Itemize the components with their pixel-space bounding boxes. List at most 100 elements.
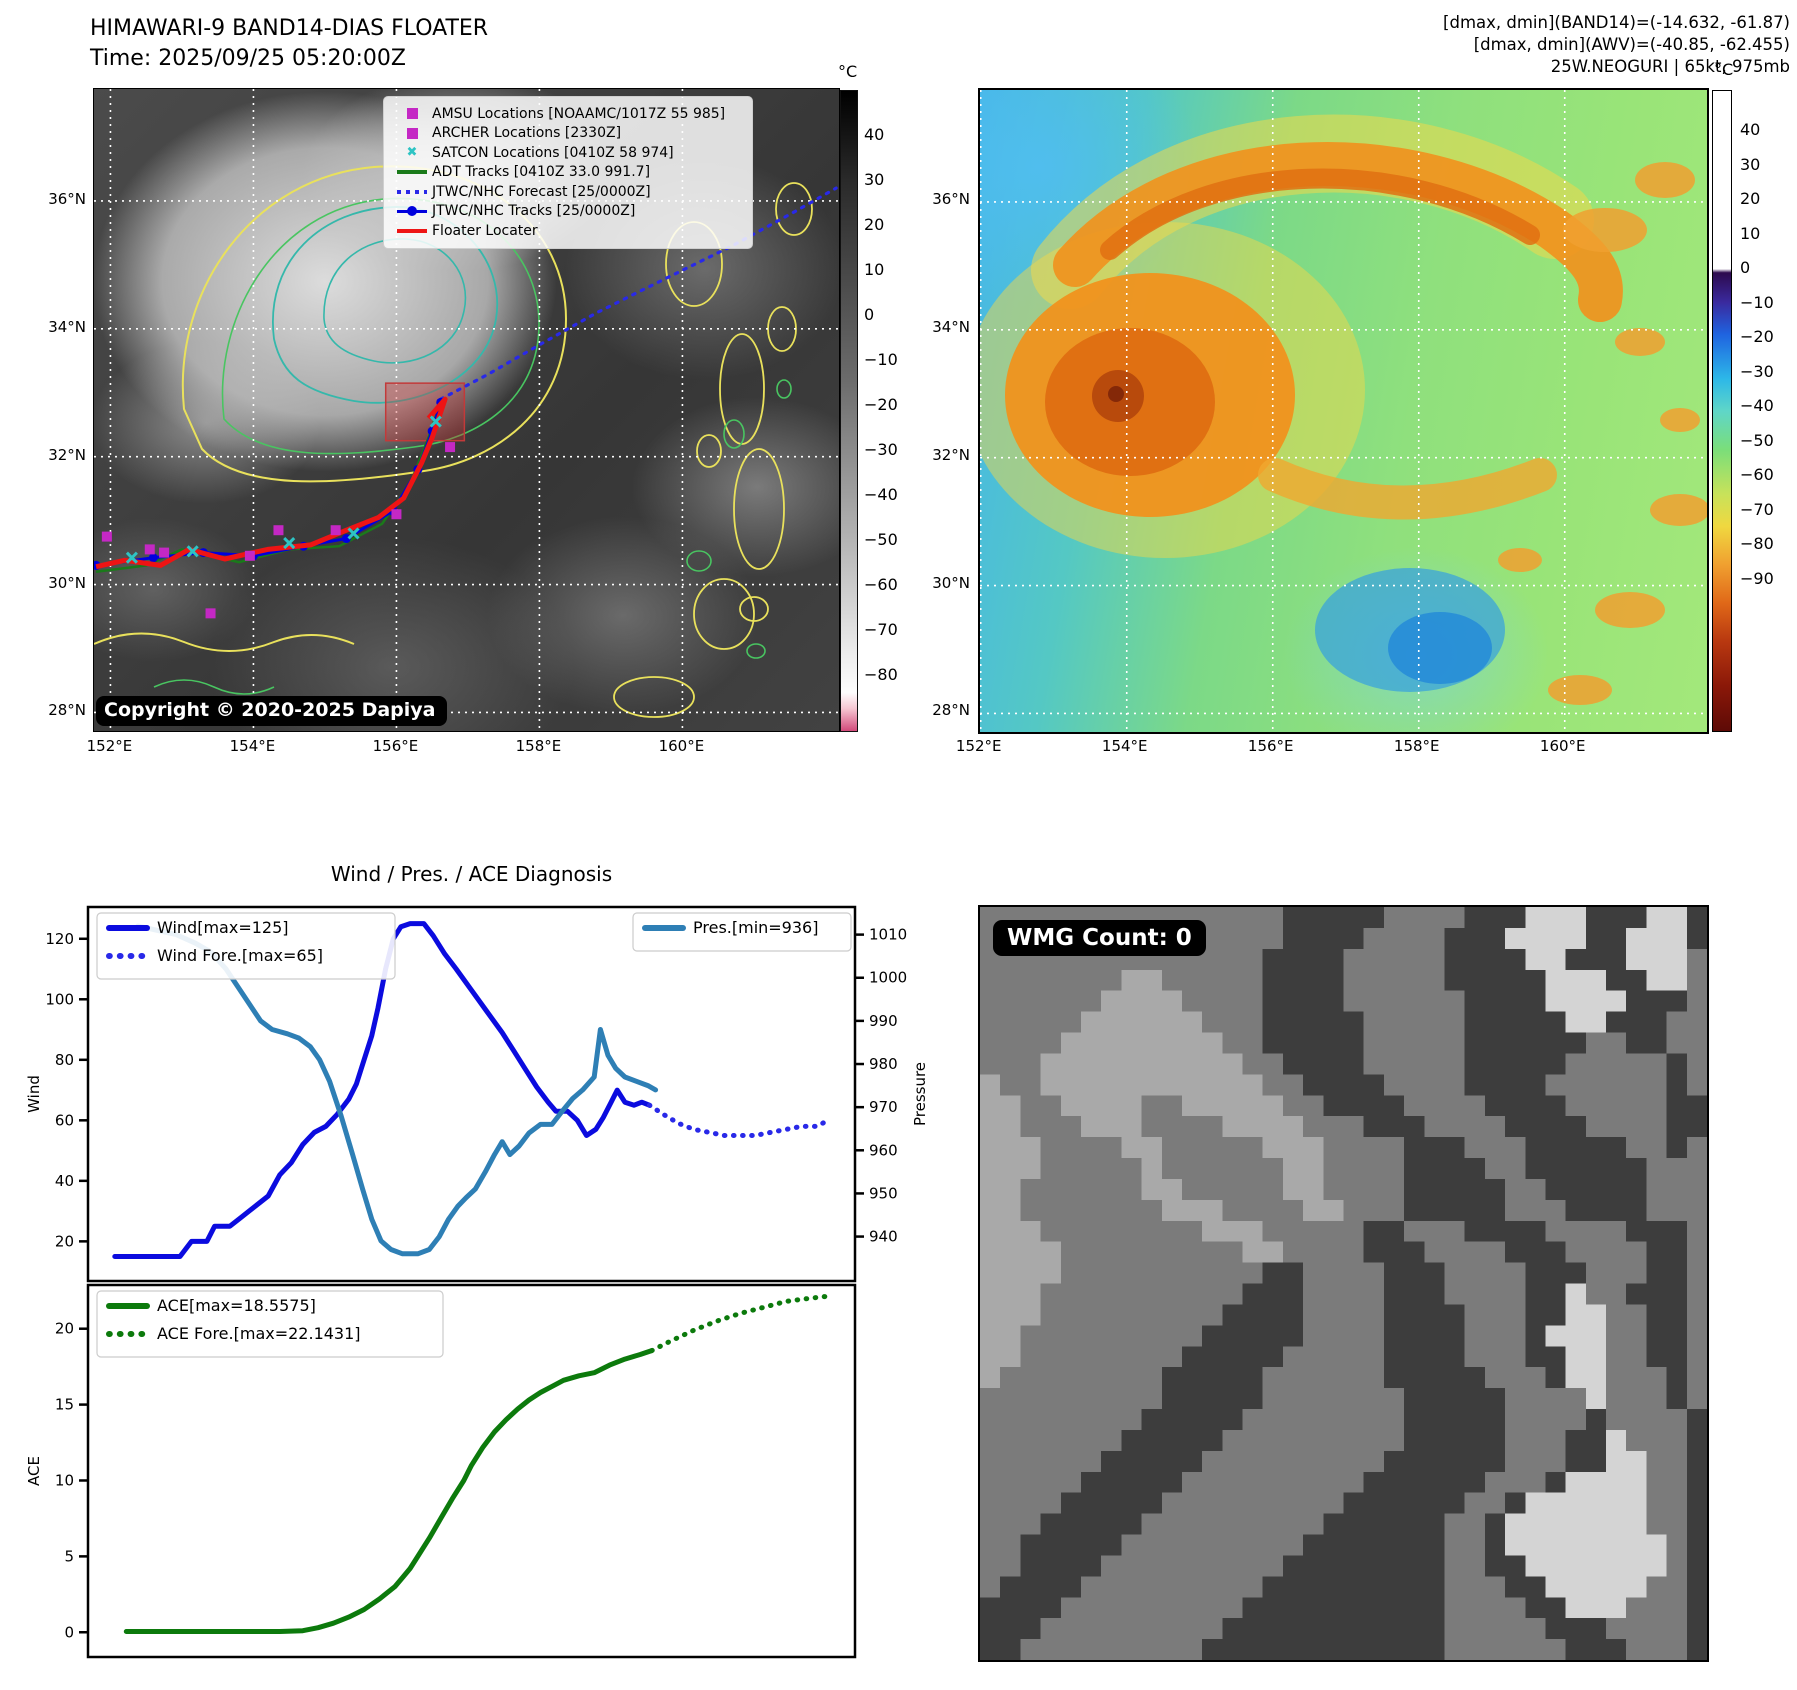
- legend-item-amsu: AMSU Locations [NOAAMC/1017Z 55 985]: [392, 104, 744, 124]
- band14-map: AMSU Locations [NOAAMC/1017Z 55 985] ARC…: [93, 88, 840, 732]
- jtwc-forecast-track: [439, 186, 838, 401]
- colorbar-tick: 0: [1740, 258, 1751, 277]
- lon-label: 156°E: [1247, 737, 1294, 755]
- colorbar-tick: −80: [864, 665, 898, 684]
- band14-colorbar-unit: °C: [838, 62, 858, 81]
- awv-dmax-band14: [dmax, dmin](BAND14)=(-14.632, -61.87): [1443, 13, 1790, 32]
- floater-box: [384, 382, 466, 442]
- wmg-count-badge: WMG Count: 0: [993, 920, 1206, 956]
- wmg-panel: WMG Count: 0: [978, 905, 1709, 1662]
- ylabel: Wind: [25, 1075, 43, 1113]
- y2tick-label: 980: [869, 1055, 898, 1073]
- lat-label: 34°N: [932, 317, 970, 336]
- y2tick-label: 940: [869, 1228, 898, 1246]
- y2tick-label: 950: [869, 1184, 898, 1202]
- amsu-marker: [273, 525, 284, 536]
- colorbar-tick: −60: [1740, 465, 1774, 484]
- lon-label: 152°E: [86, 737, 133, 755]
- amsu-marker: [391, 509, 402, 520]
- ytick-label: 0: [64, 1623, 74, 1641]
- jtwc-track-point: [148, 553, 158, 563]
- plot-border: [86, 905, 857, 1283]
- amsu-marker: [445, 442, 456, 453]
- awv-orange-patch: [1635, 162, 1695, 198]
- plot-border: [86, 1283, 857, 1659]
- awv-blue-core: [1388, 612, 1492, 684]
- awv-orange-patch: [1563, 208, 1647, 252]
- colorbar-tick: 30: [864, 170, 885, 189]
- y2tick-label: 1000: [869, 969, 907, 987]
- contour: [733, 448, 785, 570]
- lat-label: 36°N: [48, 189, 86, 208]
- legend-item-archer: ARCHER Locations [2330Z]: [392, 124, 744, 144]
- awv-orange-arc-core: [1100, 168, 1540, 260]
- ace-chart: 0 5 10 15 20 ACE ACE[max=18.5575] ACE Fore.[max…: [25, 1283, 857, 1659]
- chart-legend-box: [632, 912, 852, 952]
- contour: [723, 419, 745, 449]
- awv-orange-tail: [1258, 458, 1557, 520]
- band14-title-block: HIMAWARI-9 BAND14-DIAS FLOATER Time: 202…: [90, 14, 488, 74]
- floater-line-icon: [392, 228, 432, 233]
- band14-title: HIMAWARI-9 BAND14-DIAS FLOATER: [90, 16, 489, 41]
- satcon-marker: [283, 536, 296, 550]
- colorbar-tick: 30: [1740, 154, 1761, 174]
- band14-timestamp: Time: 2025/09/25 05:20:00Z: [90, 46, 406, 71]
- amsu-square-icon: [392, 108, 432, 120]
- awv-storm-eye: [1108, 386, 1124, 402]
- colorbar-tick: 40: [864, 125, 885, 144]
- chart-legend-box: [96, 912, 396, 980]
- y2tick-label: 990: [869, 1012, 898, 1030]
- contour: [153, 679, 275, 695]
- colorbar-tick: −50: [1740, 430, 1774, 450]
- series-Wind Fore.[max=65]: [646, 1102, 831, 1138]
- colorbar-tick: −40: [864, 485, 898, 504]
- awv-colorbar-unit: °C: [1714, 60, 1734, 79]
- contour: [94, 632, 355, 652]
- contour: [719, 333, 765, 445]
- y2tick-label: 970: [869, 1098, 898, 1116]
- series-Wind[max=125]: [112, 921, 652, 1259]
- colorbar-tick: −70: [864, 620, 898, 639]
- amsu-marker: [330, 525, 341, 536]
- colorbar-tick: −20: [864, 395, 898, 414]
- colorbar-tick: −60: [864, 575, 898, 594]
- colorbar-tick: −20: [1740, 327, 1774, 346]
- contour: [686, 550, 712, 572]
- lon-label: 154°E: [229, 737, 276, 755]
- contour: [775, 182, 813, 236]
- awv-orange-patch: [1548, 675, 1612, 705]
- colorbar-tick: −90: [1740, 568, 1774, 588]
- awv-map: [978, 88, 1709, 734]
- awv-orange-patch: [1595, 592, 1665, 628]
- colorbar-tick: −80: [1740, 534, 1774, 553]
- legend-label: Wind Fore.[max=65]: [157, 946, 323, 965]
- ylabel: ACE: [25, 1456, 43, 1486]
- chart-legend-box: [96, 1290, 444, 1358]
- contour: [221, 197, 540, 455]
- contour: [776, 379, 792, 399]
- awv-orange-patch: [1650, 494, 1707, 526]
- ytick-label: 100: [45, 990, 74, 1008]
- amsu-marker: [205, 608, 216, 619]
- ytick-label: 5: [64, 1547, 74, 1565]
- satcon-marker: [186, 545, 199, 558]
- lat-label: 34°N: [48, 317, 86, 336]
- ytick-label: 20: [55, 1320, 74, 1338]
- amsu-marker: [101, 531, 112, 542]
- awv-map-overlay: [980, 90, 1707, 732]
- lon-label: 158°E: [515, 737, 562, 755]
- legend-label: ACE Fore.[max=22.1431]: [157, 1324, 361, 1343]
- colorbar-tick: −30: [864, 440, 898, 459]
- amsu-marker: [159, 547, 170, 558]
- satcon-marker: [347, 527, 360, 540]
- lon-label: 154°E: [1101, 737, 1148, 755]
- series-ACE Fore.[max=22.1431]: [649, 1293, 831, 1354]
- y2tick-label: 1010: [869, 926, 907, 944]
- legend-item-forecast: JTWC/NHC Forecast [25/0000Z]: [392, 182, 744, 202]
- awv-colorbar: [1712, 90, 1732, 732]
- lat-label: 36°N: [932, 189, 970, 208]
- awv-dmax-awv: [dmax, dmin](AWV)=(-40.85, -62.455): [1473, 35, 1790, 54]
- legend-label: ACE[max=18.5575]: [157, 1296, 316, 1315]
- colorbar-tick: −10: [864, 350, 898, 369]
